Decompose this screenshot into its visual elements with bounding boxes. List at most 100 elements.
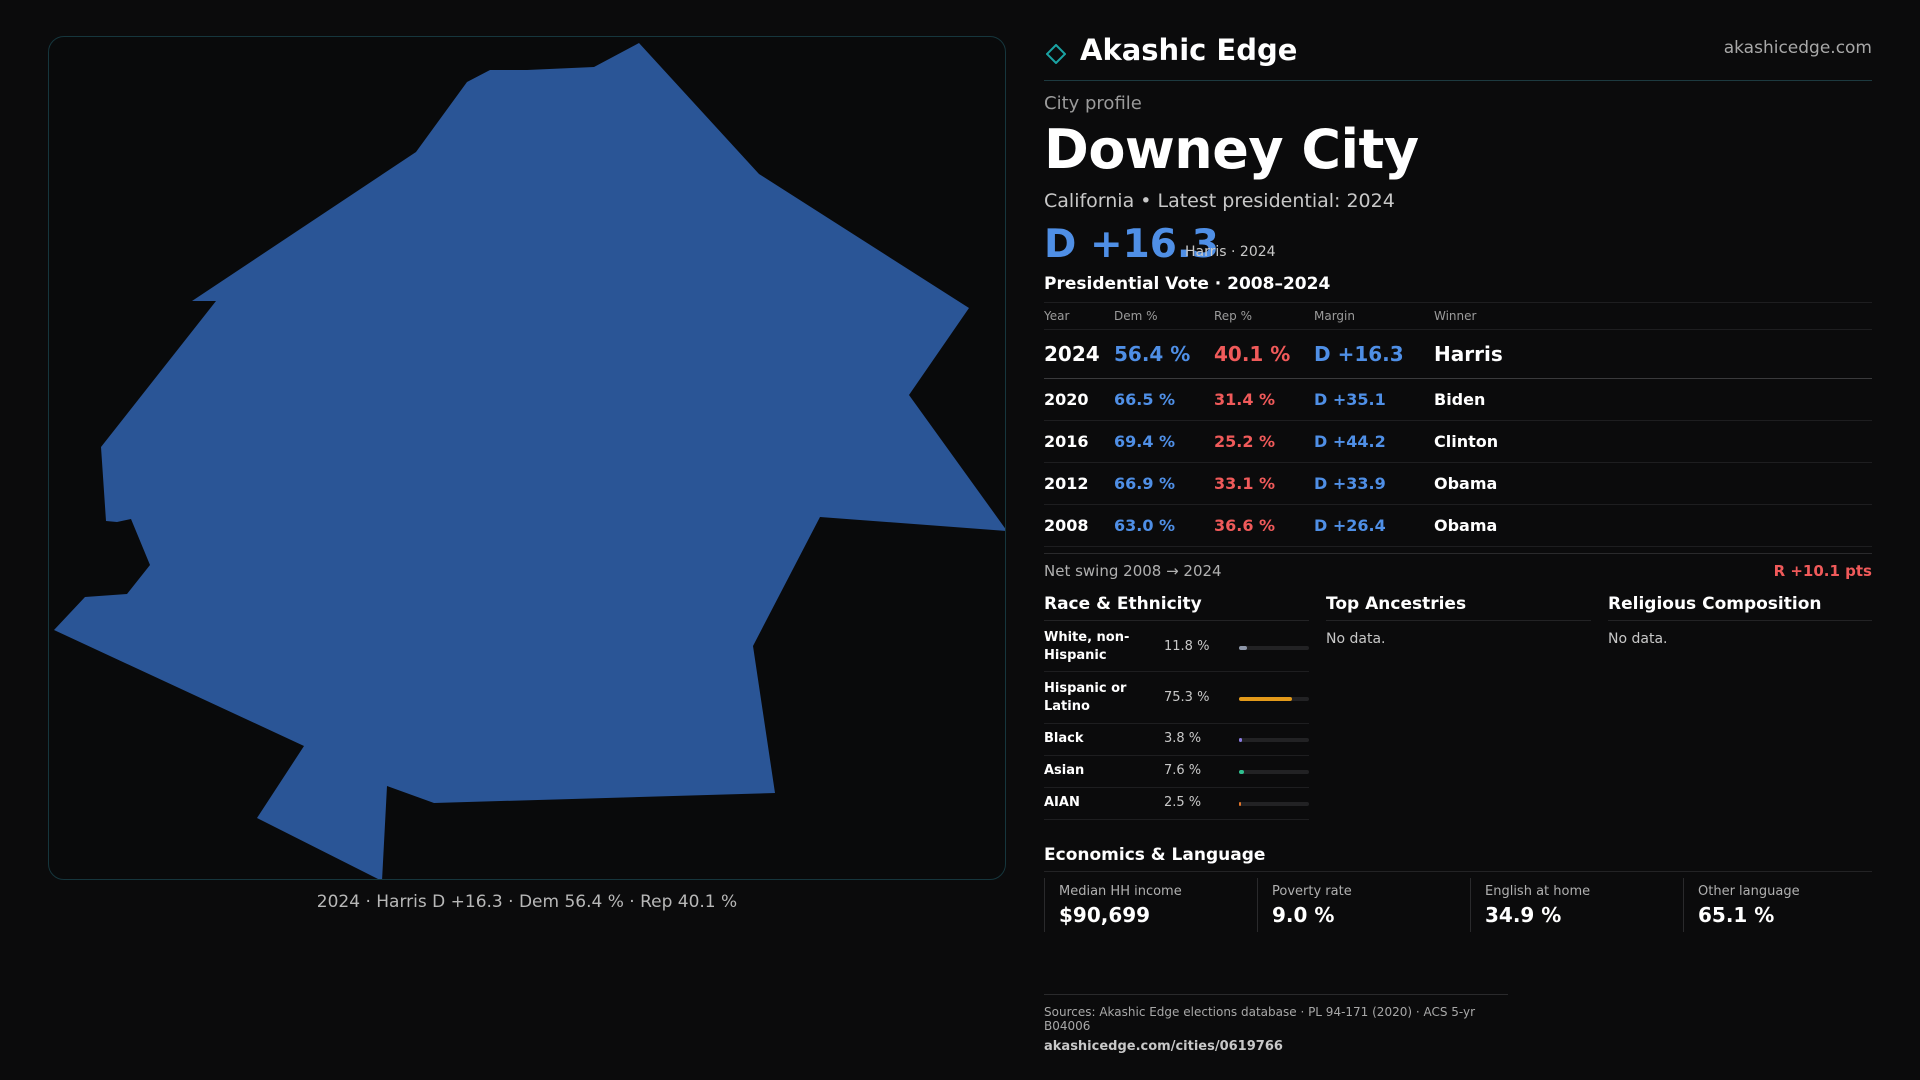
footer: Sources: Akashic Edge elections database… bbox=[1044, 994, 1508, 1054]
ancestries-section: Top Ancestries No data. bbox=[1326, 588, 1591, 647]
stat-poverty-rate: Poverty rate 9.0 % bbox=[1257, 878, 1470, 932]
race-label: Black bbox=[1044, 731, 1084, 746]
race-label: White, non-Hispanic bbox=[1044, 630, 1130, 663]
header: Akashic Edge akashicedge.com bbox=[1044, 30, 1872, 81]
economics-stats: Median HH income $90,699 Poverty rate 9.… bbox=[1044, 878, 1872, 952]
race-bar-fill bbox=[1239, 646, 1248, 650]
stat-english-at-home: English at home 34.9 % bbox=[1470, 878, 1683, 932]
religion-section: Religious Composition No data. bbox=[1608, 588, 1872, 647]
header-winner: Winner bbox=[1434, 302, 1872, 330]
race-row: Asian 7.6 % bbox=[1044, 756, 1309, 788]
table-row[interactable]: 2020 66.5 % 31.4 % D +35.1 Biden bbox=[1044, 378, 1872, 421]
net-swing: Net swing 2008 → 2024 R +10.1 pts bbox=[1044, 553, 1872, 588]
sources-text: Sources: Akashic Edge elections database… bbox=[1044, 1005, 1476, 1033]
ancestries-empty: No data. bbox=[1326, 631, 1386, 647]
headline-margin-value: D +16.3 bbox=[1044, 222, 1219, 267]
header-rep: Rep % bbox=[1214, 302, 1314, 330]
race-row: Black 3.8 % bbox=[1044, 724, 1309, 756]
rep-cell: 31.4 % bbox=[1214, 378, 1314, 421]
profile-panel: Akashic Edge akashicedge.com City profil… bbox=[1044, 30, 1872, 952]
winner-cell: Harris bbox=[1434, 329, 1872, 379]
table-row[interactable]: 2024 56.4 % 40.1 % D +16.3 Harris bbox=[1044, 329, 1872, 379]
city-boundary-shape[interactable] bbox=[54, 43, 1006, 880]
votes-title: Presidential Vote · 2008–2024 bbox=[1044, 274, 1331, 294]
year-cell: 2016 bbox=[1044, 420, 1114, 463]
race-value: 3.8 % bbox=[1164, 731, 1202, 746]
headline-margin: D +16.3 Harris · 2024 bbox=[1044, 222, 1872, 268]
headline-margin-note: Harris · 2024 bbox=[1185, 244, 1276, 260]
rep-cell: 40.1 % bbox=[1214, 329, 1314, 379]
race-value: 11.8 % bbox=[1164, 639, 1210, 654]
dem-cell: 66.5 % bbox=[1114, 378, 1214, 421]
winner-cell: Clinton bbox=[1434, 420, 1872, 463]
rep-cell: 25.2 % bbox=[1214, 420, 1314, 463]
stat-label: English at home bbox=[1485, 884, 1591, 899]
header-margin: Margin bbox=[1314, 302, 1434, 330]
map-panel bbox=[48, 36, 1006, 880]
demographics-columns: Race & Ethnicity White, non-Hispanic 11.… bbox=[1044, 588, 1872, 833]
race-row: White, non-Hispanic 11.8 % bbox=[1044, 621, 1309, 672]
stat-value: $90,699 bbox=[1059, 903, 1151, 927]
page-subtitle: California • Latest presidential: 2024 bbox=[1044, 190, 1395, 212]
race-label: AIAN bbox=[1044, 795, 1080, 810]
race-bar-track bbox=[1239, 697, 1309, 701]
net-swing-label: Net swing 2008 → 2024 bbox=[1044, 562, 1222, 580]
ancestries-title: Top Ancestries bbox=[1326, 588, 1591, 621]
year-cell: 2020 bbox=[1044, 378, 1114, 421]
race-bar-track bbox=[1239, 770, 1309, 774]
page-url-link[interactable]: akashicedge.com/cities/0619766 bbox=[1044, 1039, 1283, 1054]
dem-cell: 56.4 % bbox=[1114, 329, 1214, 379]
margin-cell: D +33.9 bbox=[1314, 462, 1434, 505]
rep-cell: 33.1 % bbox=[1214, 462, 1314, 505]
votes-header-row: Year Dem % Rep % Margin Winner bbox=[1044, 302, 1872, 330]
votes-table: Year Dem % Rep % Margin Winner 2024 56.4… bbox=[1044, 302, 1872, 547]
diamond-logo-icon bbox=[1046, 44, 1066, 64]
race-value: 7.6 % bbox=[1164, 763, 1202, 778]
race-bar-fill bbox=[1239, 770, 1245, 774]
stat-value: 65.1 % bbox=[1698, 903, 1775, 927]
race-row: Hispanic or Latino 75.3 % bbox=[1044, 672, 1309, 724]
net-swing-value: R +10.1 pts bbox=[1773, 562, 1872, 580]
table-row[interactable]: 2008 63.0 % 36.6 % D +26.4 Obama bbox=[1044, 504, 1872, 547]
header-year: Year bbox=[1044, 302, 1114, 330]
religion-empty: No data. bbox=[1608, 631, 1668, 647]
race-bar-track bbox=[1239, 802, 1309, 806]
page-title: Downey City bbox=[1044, 118, 1419, 181]
race-label: Asian bbox=[1044, 763, 1085, 778]
race-value: 2.5 % bbox=[1164, 795, 1202, 810]
page-kicker: City profile bbox=[1044, 93, 1142, 114]
year-cell: 2012 bbox=[1044, 462, 1114, 505]
stat-median-income: Median HH income $90,699 bbox=[1044, 878, 1257, 932]
race-section: Race & Ethnicity White, non-Hispanic 11.… bbox=[1044, 588, 1309, 820]
map-caption: 2024 · Harris D +16.3 · Dem 56.4 % · Rep… bbox=[316, 892, 738, 912]
race-bar-track bbox=[1239, 646, 1309, 650]
margin-cell: D +35.1 bbox=[1314, 378, 1434, 421]
race-value: 75.3 % bbox=[1164, 690, 1210, 705]
year-cell: 2024 bbox=[1044, 329, 1114, 379]
race-bar-fill bbox=[1239, 738, 1242, 742]
race-bar-fill bbox=[1239, 802, 1241, 806]
dem-cell: 69.4 % bbox=[1114, 420, 1214, 463]
economics-title: Economics & Language bbox=[1044, 839, 1872, 872]
race-bar-track bbox=[1239, 738, 1309, 742]
race-title: Race & Ethnicity bbox=[1044, 588, 1309, 621]
race-row: AIAN 2.5 % bbox=[1044, 788, 1309, 820]
brand-name[interactable]: Akashic Edge bbox=[1080, 33, 1298, 67]
margin-cell: D +16.3 bbox=[1314, 329, 1434, 379]
religion-title: Religious Composition bbox=[1608, 588, 1872, 621]
stat-label: Poverty rate bbox=[1272, 884, 1352, 899]
race-label: Hispanic or Latino bbox=[1044, 681, 1127, 714]
stat-value: 34.9 % bbox=[1485, 903, 1562, 927]
site-link[interactable]: akashicedge.com bbox=[1723, 38, 1872, 58]
table-row[interactable]: 2012 66.9 % 33.1 % D +33.9 Obama bbox=[1044, 462, 1872, 505]
winner-cell: Biden bbox=[1434, 378, 1872, 421]
rep-cell: 36.6 % bbox=[1214, 504, 1314, 547]
winner-cell: Obama bbox=[1434, 504, 1872, 547]
stat-label: Median HH income bbox=[1059, 884, 1182, 899]
margin-cell: D +44.2 bbox=[1314, 420, 1434, 463]
stat-label: Other language bbox=[1698, 884, 1800, 899]
race-bar-fill bbox=[1239, 697, 1292, 701]
winner-cell: Obama bbox=[1434, 462, 1872, 505]
table-row[interactable]: 2016 69.4 % 25.2 % D +44.2 Clinton bbox=[1044, 420, 1872, 463]
stat-value: 9.0 % bbox=[1272, 903, 1335, 927]
